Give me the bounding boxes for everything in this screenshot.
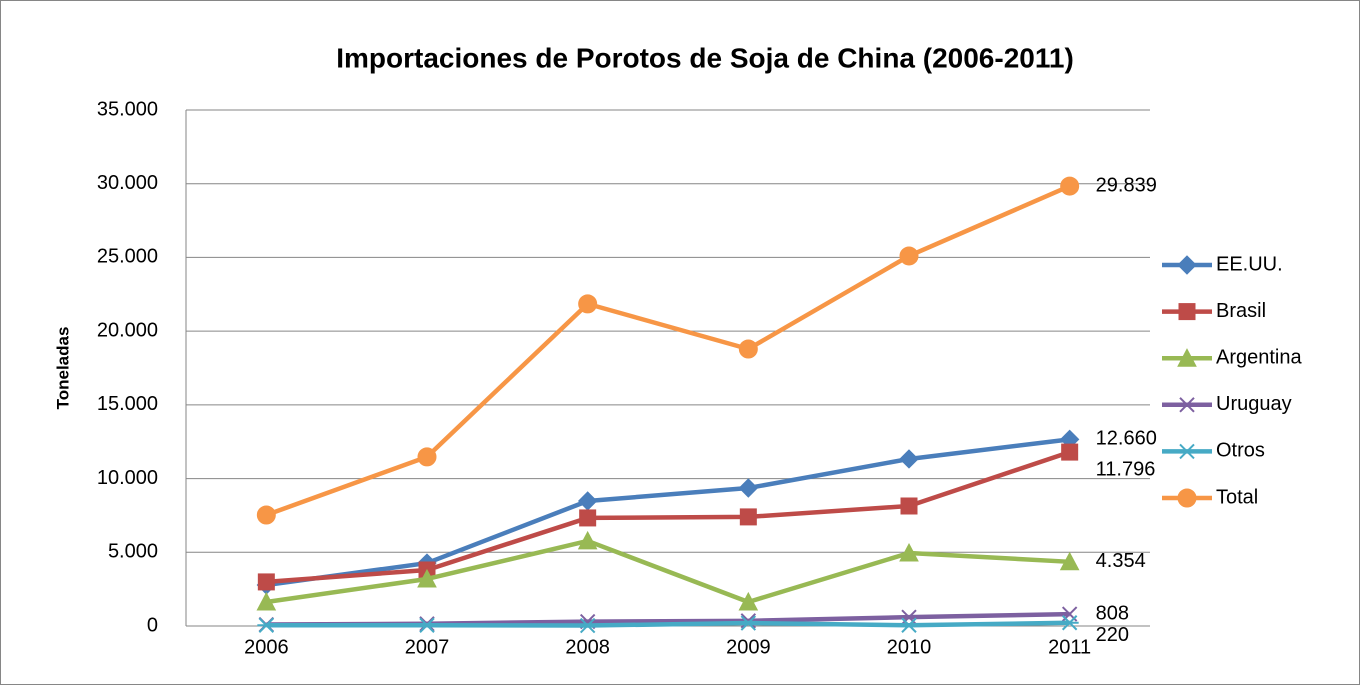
y-tick-label: 0 xyxy=(147,614,158,636)
marker xyxy=(738,478,759,498)
marker xyxy=(899,449,919,469)
marker xyxy=(579,509,597,527)
marker xyxy=(257,573,275,591)
y-tick-label: 10.000 xyxy=(97,467,158,489)
marker xyxy=(418,617,436,633)
legend-marker xyxy=(1177,488,1197,508)
marker xyxy=(739,615,758,631)
legend-label: Brasil xyxy=(1216,300,1266,322)
marker xyxy=(900,617,918,633)
legend-item: Argentina xyxy=(1162,346,1302,368)
legend-marker xyxy=(1177,255,1197,275)
marker xyxy=(738,591,759,611)
legend-label: EE.UU. xyxy=(1216,253,1283,275)
series-line xyxy=(266,437,1070,588)
legend-marker xyxy=(1177,348,1197,367)
x-tick-label: 2011 xyxy=(1048,636,1091,658)
legend-label: Uruguay xyxy=(1216,393,1292,415)
x-tick-label: 2006 xyxy=(244,636,289,658)
marker xyxy=(577,530,598,550)
marker xyxy=(1059,551,1080,571)
series-line xyxy=(266,449,1071,585)
data-label: 12.660 xyxy=(1096,428,1157,450)
marker xyxy=(900,497,918,515)
marker xyxy=(899,246,919,266)
y-tick-label: 15.000 xyxy=(97,393,158,415)
x-tick-label: 2007 xyxy=(405,636,450,658)
data-label: 4.354 xyxy=(1096,550,1146,572)
data-label: 29.839 xyxy=(1096,174,1157,196)
marker xyxy=(899,542,919,562)
marker xyxy=(1061,443,1079,461)
legend-item: EE.UU. xyxy=(1162,253,1283,275)
marker xyxy=(578,617,597,634)
marker xyxy=(1060,615,1079,631)
marker xyxy=(738,339,758,359)
data-label: 220 xyxy=(1096,624,1129,646)
x-tick-label: 2008 xyxy=(565,636,610,658)
marker xyxy=(578,294,598,314)
x-tick-label: 2009 xyxy=(726,636,771,658)
y-tick-label: 30.000 xyxy=(97,172,158,194)
marker xyxy=(256,591,277,611)
legend-item: Total xyxy=(1162,486,1258,508)
y-axis-title: Toneladas xyxy=(53,327,72,410)
legend-label: Otros xyxy=(1216,440,1265,462)
x-tick-label: 2010 xyxy=(887,636,932,658)
marker xyxy=(1060,176,1080,196)
legend-label: Argentina xyxy=(1216,346,1302,368)
data-label: 11.796 xyxy=(1096,458,1156,480)
series-line xyxy=(265,184,1071,518)
series-line xyxy=(266,538,1070,605)
y-tick-label: 25.000 xyxy=(97,246,158,268)
marker xyxy=(256,505,276,525)
series-line xyxy=(266,620,1070,628)
y-tick-label: 35.000 xyxy=(97,98,158,120)
legend-marker xyxy=(1178,443,1196,460)
y-tick-label: 5.000 xyxy=(108,541,158,563)
marker xyxy=(417,568,437,588)
chart-title: Importaciones de Porotos de Soja de Chin… xyxy=(336,42,1074,73)
legend-marker xyxy=(1179,397,1195,413)
data-label: 808 xyxy=(1096,602,1129,624)
legend-item: Otros xyxy=(1162,440,1265,462)
legend-label: Total xyxy=(1216,486,1258,508)
legend-marker xyxy=(1178,303,1196,321)
legend-item: Brasil xyxy=(1162,300,1266,322)
y-tick-label: 20.000 xyxy=(97,319,158,341)
marker xyxy=(257,617,276,633)
legend-item: Uruguay xyxy=(1162,393,1292,415)
marker xyxy=(739,508,757,526)
marker xyxy=(417,447,437,467)
